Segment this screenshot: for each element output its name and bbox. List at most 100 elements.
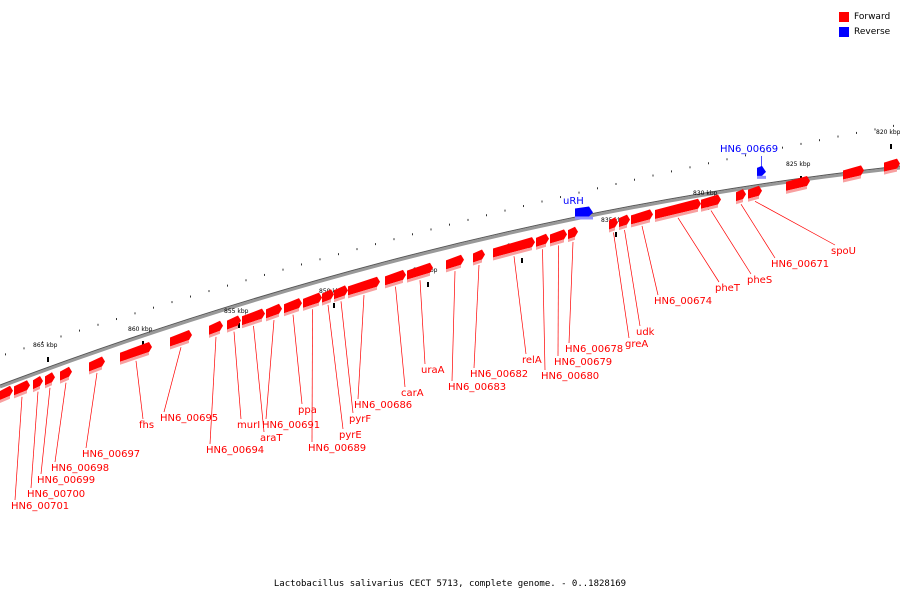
gene-label: HN6_00683 [448,382,506,393]
minor-tick [208,290,210,293]
minor-tick [467,218,469,221]
tick-label: 825 kbp [786,161,811,168]
tick-label: 860 kbp [128,326,153,333]
gene-block [655,198,701,222]
minor-tick [430,228,432,231]
minor-tick [301,263,302,266]
gene-block [334,285,348,303]
gene-label: HN6_00700 [27,489,85,500]
minor-tick [282,268,284,271]
tick-label: 865 kbp [33,342,58,349]
gene-block [568,226,578,243]
gene-block [242,308,265,329]
major-tick [615,232,617,237]
minor-tick [171,301,173,304]
gene-block [14,380,30,399]
gene-block [631,209,653,228]
minor-tick [42,341,43,344]
gene-block [493,237,535,261]
minor-tick [671,170,672,173]
minor-tick [819,139,820,142]
gene-leader-line [710,210,752,275]
gene-leader-line [311,309,313,443]
gene-block [227,315,241,333]
minor-tick [856,131,857,134]
gene-label: HN6_00698 [51,463,109,474]
gene-block [303,292,322,311]
legend-item-reverse: Reverse [839,24,890,39]
gene-block [385,269,406,289]
gene-label: uraA [421,365,445,376]
tick-label: 855 kbp [224,308,249,315]
minor-tick [227,284,228,287]
gene-leader-line [613,232,630,339]
minor-tick [134,312,136,315]
minor-tick [393,238,395,241]
gene-block [120,341,152,365]
major-tick [890,144,892,149]
gene-leader-line [54,382,67,463]
minor-tick [726,158,728,161]
gene-label: carA [401,388,424,399]
tick-label: 830 kbp [693,190,718,197]
gene-leader-line [568,241,574,344]
gene-block [701,194,721,212]
gene-block [536,233,549,250]
gene-label: HN6_00699 [37,475,95,486]
gene-leader-line [327,304,344,430]
legend: Forward Reverse [839,9,890,39]
minor-tick [504,209,506,212]
minor-tick [893,124,894,127]
gene-block [884,158,900,175]
major-tick [521,258,523,263]
minor-tick [5,353,6,356]
gene-block [407,262,433,283]
gene-leader-line [677,217,720,283]
gene-label: pyrF [349,414,371,425]
minor-tick [597,187,598,190]
genome-backbone [0,166,900,389]
gene-label: araT [260,433,283,444]
gene-block [45,372,55,389]
minor-tick [245,279,247,282]
gene-block [446,254,464,273]
gene-block [0,385,13,403]
gene-block [170,329,192,350]
minor-tick [412,233,413,236]
gene-block [473,249,485,266]
gene-leader-line [473,264,480,369]
minor-tick [634,178,635,181]
gene-label: HN6_00674 [654,296,712,307]
minor-tick [708,162,709,165]
gene-leader-line [754,200,836,246]
gene-label: greA [625,339,648,350]
gene-leader-line [542,249,546,371]
forward-swatch [839,11,849,22]
gene-block [786,175,810,194]
minor-tick [79,329,80,332]
gene-block [209,320,223,338]
tick-label: 820 kbp [876,129,900,136]
gene-label: HN6_00669 [720,144,778,155]
gene-leader-line [163,347,182,413]
gene-leader-line [513,256,527,355]
minor-tick [60,335,62,338]
gene-block [60,366,72,384]
minor-tick [837,135,839,138]
minor-tick [153,306,154,309]
gene-block [89,356,105,375]
gene-label: HN6_00694 [206,445,264,456]
gene-label: pheS [747,275,772,286]
gene-block [33,376,43,393]
minor-tick [356,248,358,251]
reverse-swatch [839,26,849,37]
minor-tick [782,146,783,149]
gene-label: udk [636,327,655,338]
genome-backbone-edge [0,165,900,386]
minor-tick [449,223,450,226]
gene-block [609,217,618,233]
major-tick [333,303,335,308]
gene-leader-line [357,295,365,400]
gene-leader-line [419,280,426,365]
